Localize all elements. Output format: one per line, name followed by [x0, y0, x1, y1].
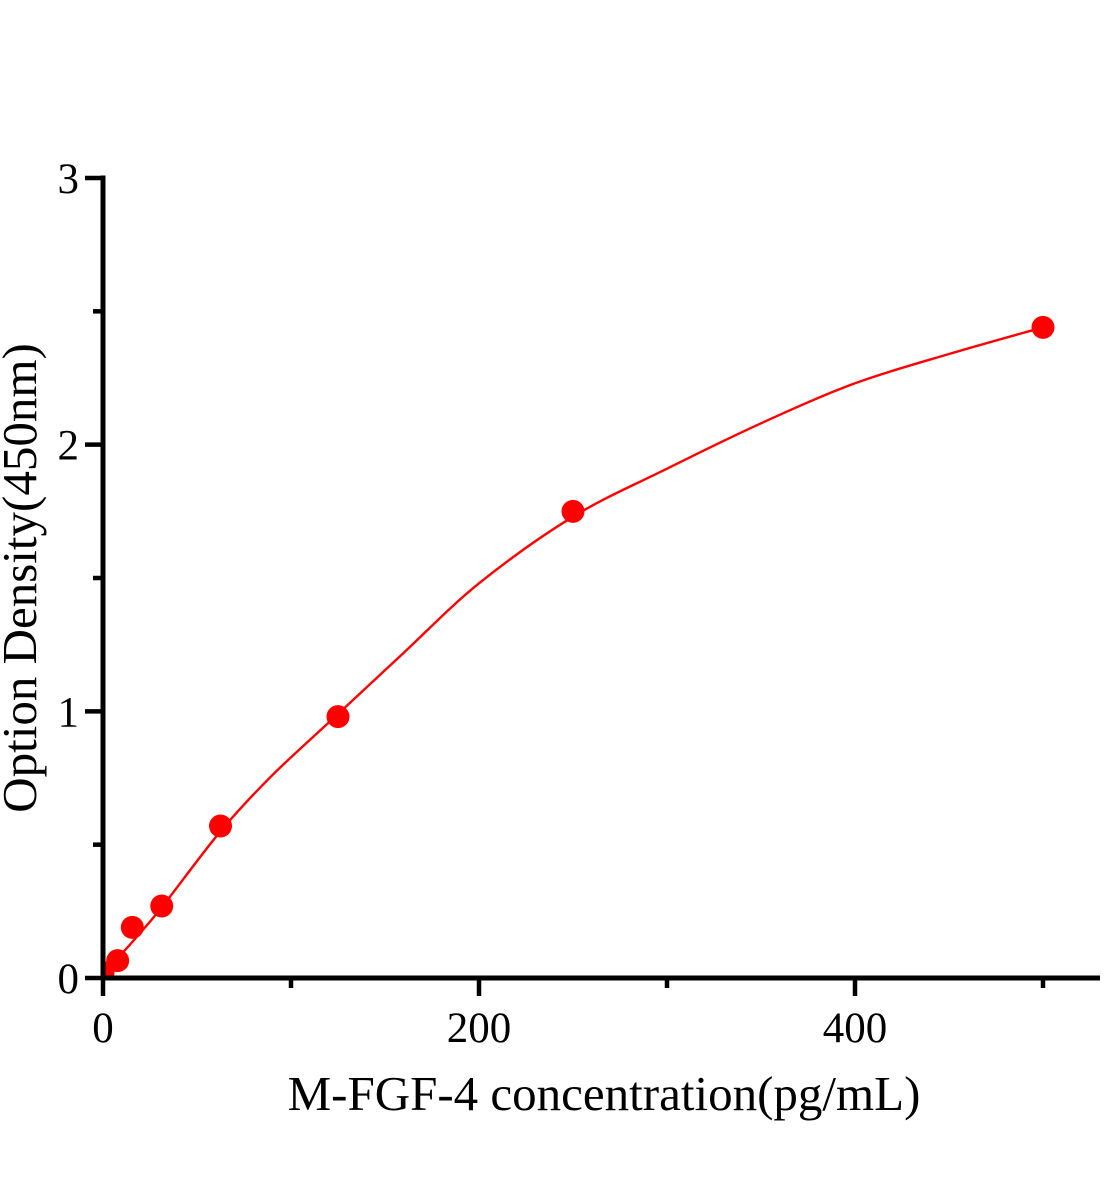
data-point-marker [209, 814, 232, 838]
plot-layer: 0 200 400 0 1 2 3 [58, 156, 1100, 1052]
x-tick-label: 0 [92, 1005, 114, 1052]
data-point-marker [150, 894, 174, 918]
y-axis-title: Option Density(450nm) [0, 343, 47, 813]
y-tick-label: 2 [58, 423, 80, 470]
y-tick-label: 1 [58, 689, 80, 736]
data-point-marker [1031, 315, 1055, 339]
y-tick-label: 0 [58, 956, 80, 1003]
data-point-marker [120, 915, 144, 939]
data-point-marker [561, 499, 585, 523]
data-point-marker [326, 705, 350, 729]
y-tick-label: 3 [58, 156, 80, 203]
fit-curve-line [105, 326, 1044, 974]
x-tick-label: 200 [447, 1005, 512, 1052]
data-point-marker [106, 949, 130, 973]
x-axis-title: M-FGF-4 concentration(pg/mL) [288, 1066, 921, 1121]
x-tick-label: 400 [823, 1005, 888, 1052]
